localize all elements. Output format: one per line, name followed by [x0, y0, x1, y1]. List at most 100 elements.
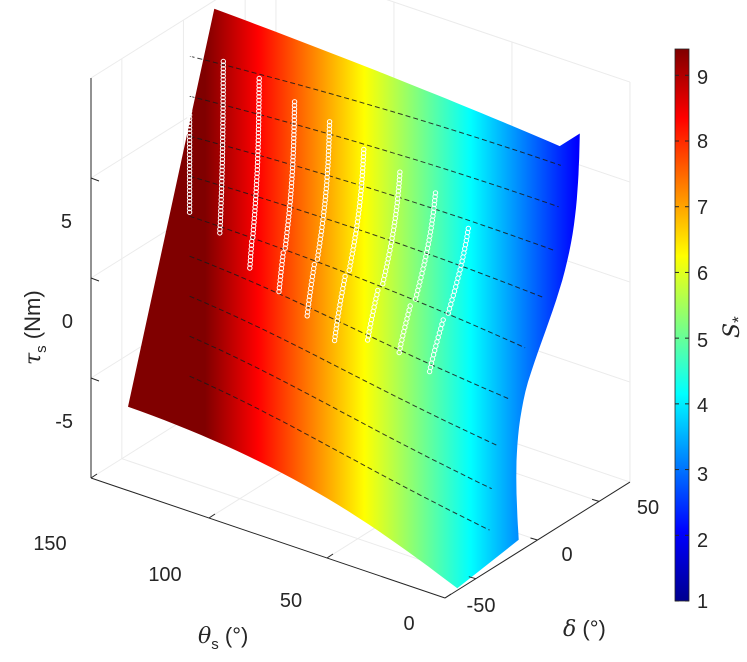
- data-marker: [255, 123, 262, 129]
- data-marker: [186, 141, 193, 147]
- data-marker: [291, 99, 298, 105]
- contour-line: [189, 135, 554, 251]
- data-marker: [219, 178, 225, 184]
- data-marker: [186, 94, 193, 100]
- data-marker: [325, 152, 332, 158]
- data-marker: [291, 106, 298, 112]
- data-marker: [358, 188, 364, 194]
- data-marker: [186, 130, 193, 136]
- data-marker: [219, 174, 225, 181]
- data-marker: [254, 167, 260, 173]
- data-marker: [218, 200, 224, 207]
- contour-lines: [189, 55, 561, 531]
- data-marker: [186, 191, 193, 197]
- data-marker: [186, 151, 193, 158]
- data-marker: [255, 144, 261, 151]
- contour-line: [189, 55, 561, 166]
- data-marker: [288, 191, 294, 197]
- data-marker: [360, 154, 367, 160]
- data-marker: [326, 119, 333, 125]
- data-marker: [252, 204, 258, 210]
- data-marker: [358, 191, 364, 198]
- data-marker: [218, 193, 225, 199]
- data-marker: [283, 237, 289, 244]
- data-marker: [311, 261, 317, 268]
- data-marker: [291, 117, 297, 123]
- data-marker: [361, 146, 367, 153]
- data-marker: [358, 184, 365, 190]
- delta-tick: [591, 498, 600, 502]
- data-marker: [342, 273, 348, 280]
- data-marker: [256, 79, 262, 85]
- data-marker: [218, 211, 224, 218]
- data-marker: [251, 211, 258, 218]
- theta-tick: [444, 593, 452, 599]
- data-marker: [186, 119, 193, 125]
- data-marker: [256, 75, 262, 82]
- data-marker: [277, 281, 283, 287]
- data-marker: [186, 61, 193, 68]
- data-marker: [220, 131, 226, 137]
- data-marker: [217, 215, 224, 221]
- data-marker: [256, 83, 262, 89]
- data-marker: [290, 146, 297, 153]
- data-marker: [326, 133, 332, 140]
- data-marker: [186, 148, 193, 154]
- data-marker: [288, 187, 294, 194]
- data-marker: [256, 90, 262, 96]
- data-marker: [252, 200, 259, 207]
- data-marker: [186, 108, 193, 115]
- data-marker: [186, 47, 193, 53]
- data-marker: [186, 69, 193, 75]
- data-marker: [217, 219, 224, 225]
- data-marker: [247, 261, 253, 267]
- tau-tick-label-minus-5: -5: [55, 411, 73, 433]
- data-marker: [359, 169, 366, 175]
- data-marker: [321, 209, 327, 215]
- tau-tick-label-5: 5: [61, 211, 72, 233]
- data-marker: [360, 165, 366, 171]
- data-marker: [291, 102, 298, 109]
- data-marker: [397, 169, 403, 175]
- tau-tick: [90, 377, 100, 382]
- data-marker: [395, 188, 402, 194]
- data-marker: [255, 126, 262, 133]
- data-marker: [254, 170, 260, 177]
- data-marker: [186, 101, 193, 107]
- data-marker: [219, 152, 226, 159]
- data-marker: [219, 160, 226, 166]
- grid-line: [121, 458, 476, 580]
- surface-patch: [128, 8, 580, 589]
- theta-axis-line: [90, 477, 446, 599]
- contour-line: [189, 255, 509, 399]
- data-marker: [326, 141, 332, 147]
- data-marker: [397, 173, 403, 179]
- delta-tick-label-0: 0: [561, 544, 572, 566]
- data-marker: [326, 122, 333, 129]
- data-marker: [256, 97, 262, 103]
- data-marker: [219, 142, 226, 148]
- data-marker: [186, 166, 193, 172]
- data-marker: [220, 98, 226, 104]
- data-marker: [256, 101, 262, 107]
- data-marker: [219, 149, 226, 155]
- data-marker: [186, 76, 193, 82]
- data-marker: [291, 110, 298, 116]
- data-marker: [255, 130, 262, 136]
- contour-line: [189, 335, 492, 490]
- data-marker: [219, 182, 225, 188]
- colorbar-ticks: [675, 74, 689, 602]
- data-marker: [247, 257, 254, 264]
- data-marker: [287, 199, 293, 205]
- data-marker: [255, 137, 261, 144]
- data-marker: [256, 115, 262, 122]
- data-marker: [186, 126, 193, 133]
- theta-tick-label-150: 150: [33, 533, 66, 555]
- data-marker: [250, 230, 256, 237]
- data-marker: [186, 173, 193, 179]
- colorbar-tick-label-6: 6: [697, 263, 708, 285]
- data-marker: [255, 141, 261, 147]
- data-marker: [289, 168, 296, 175]
- data-marker: [186, 144, 193, 151]
